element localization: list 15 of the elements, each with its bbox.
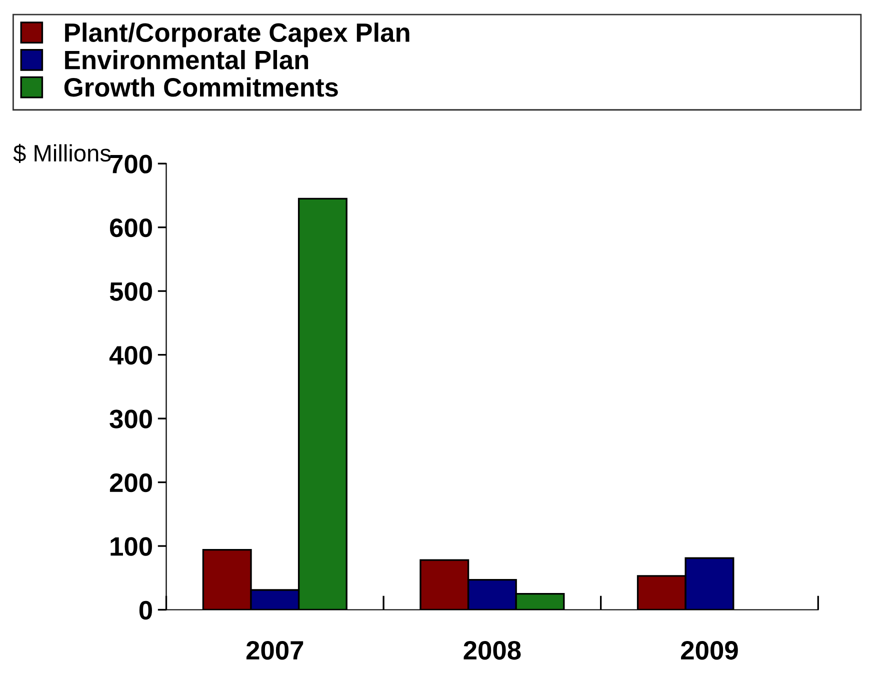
y-tick-label: 0	[139, 600, 152, 620]
y-tick-label: 200	[110, 473, 152, 492]
x-tick-label: 2008	[464, 641, 521, 660]
y-tick-label: 500	[110, 282, 152, 301]
y-tick-label: 400	[109, 346, 152, 365]
y-tick-label: 100	[110, 537, 152, 556]
x-tick-label: 2009	[681, 641, 738, 660]
y-tick-label: 600	[110, 218, 152, 238]
y-tick-label: 300	[110, 410, 152, 428]
x-tick-label: 2007	[246, 641, 304, 660]
legend-label: Growth Commitments	[64, 77, 338, 97]
y-axis-title: $ Millions	[13, 144, 111, 163]
legend-label: Environmental Plan	[65, 50, 308, 70]
y-tick-label: 700	[110, 154, 152, 174]
legend-label: Plant/Corporate Capex Plan	[65, 22, 410, 48]
